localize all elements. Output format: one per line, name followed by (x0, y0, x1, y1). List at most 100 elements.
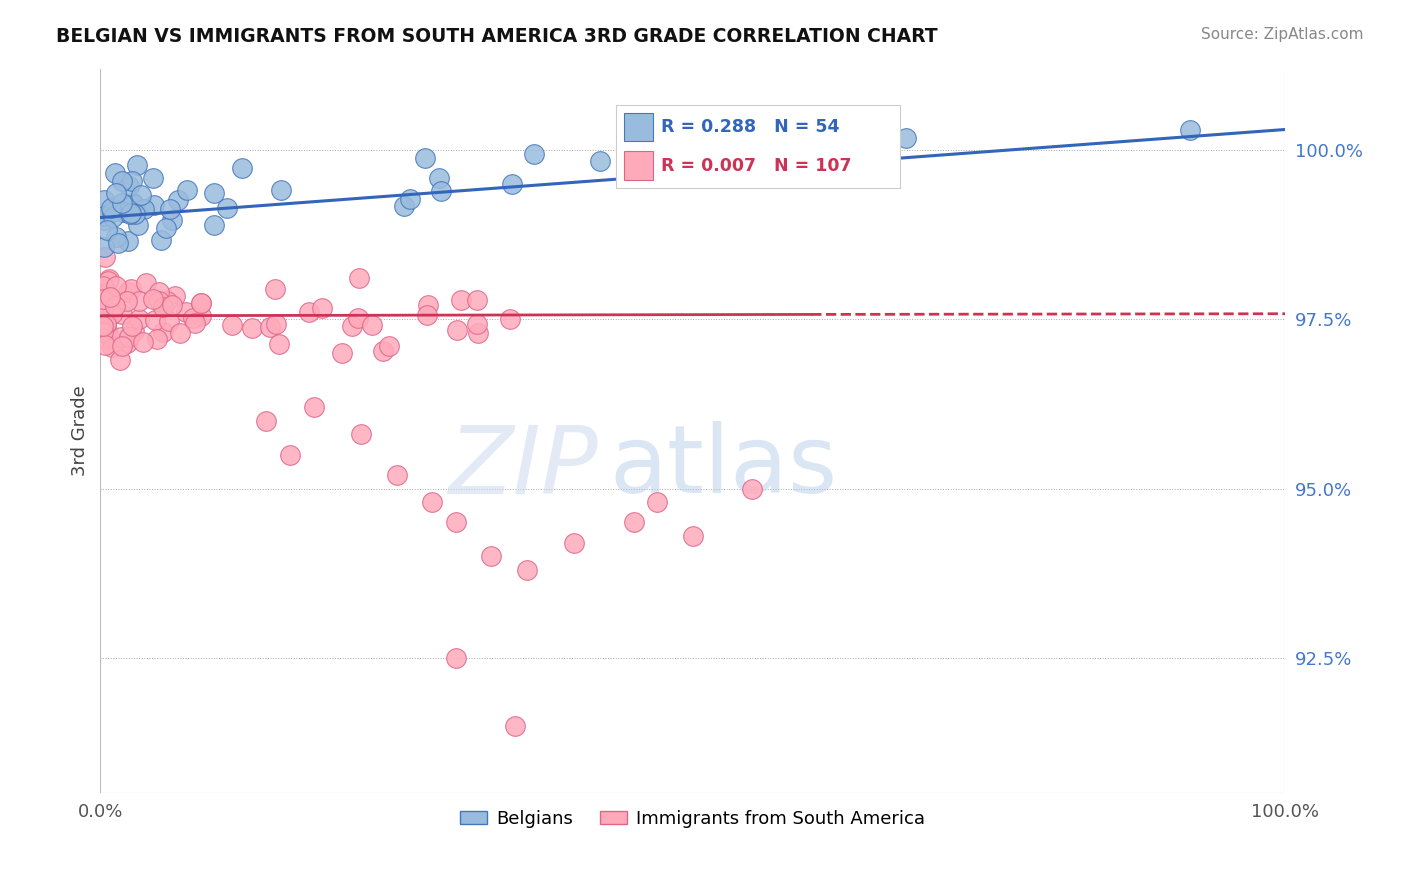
Point (420, 495, 443, 509)
Point (104, 186, 127, 200)
Point (94, 338, 117, 352)
Point (93, 193, 115, 207)
Point (741, 482, 763, 496)
Text: atlas: atlas (610, 421, 838, 513)
Point (124, 207, 146, 221)
Point (385, 467, 408, 482)
Point (94, 318, 117, 332)
Point (221, 318, 243, 333)
Point (148, 285, 170, 300)
Point (105, 279, 128, 293)
Point (105, 229, 128, 244)
Point (91, 299, 114, 313)
Point (259, 319, 281, 334)
Point (96, 302, 118, 317)
Legend: Belgians, Immigrants from South America: Belgians, Immigrants from South America (453, 803, 932, 835)
Point (122, 325, 145, 339)
Point (122, 197, 145, 211)
Point (278, 448, 301, 462)
Point (160, 212, 183, 227)
Point (125, 158, 148, 172)
Point (98, 331, 121, 345)
Point (132, 202, 155, 217)
Point (146, 332, 169, 346)
Point (202, 186, 225, 200)
Point (112, 204, 135, 219)
Point (94, 318, 117, 332)
Point (430, 184, 453, 198)
Point (444, 516, 467, 530)
Point (111, 307, 134, 321)
Point (111, 339, 134, 353)
Point (645, 495, 668, 509)
Point (142, 171, 165, 186)
Point (159, 202, 181, 217)
Point (111, 173, 134, 187)
Point (108, 353, 131, 368)
Point (240, 320, 263, 334)
Point (118, 179, 141, 194)
Point (166, 193, 188, 207)
Point (416, 308, 439, 322)
Point (104, 299, 127, 313)
Point (100, 204, 122, 219)
Point (148, 293, 170, 308)
Point (120, 282, 142, 296)
Point (217, 202, 239, 216)
Point (96, 313, 118, 327)
Point (416, 298, 439, 312)
Point (263, 282, 285, 296)
Point (589, 153, 612, 168)
Point (378, 339, 401, 353)
Point (93, 240, 115, 254)
Point (741, 145, 763, 159)
Point (91, 319, 114, 334)
Point (93, 213, 115, 227)
Point (467, 318, 489, 332)
Point (1180, 123, 1202, 137)
Point (100, 341, 122, 355)
Point (94, 250, 117, 264)
Point (101, 307, 124, 321)
Point (467, 326, 489, 340)
Point (100, 201, 122, 215)
Point (361, 318, 384, 332)
Point (132, 335, 155, 350)
Point (91, 292, 114, 306)
Point (143, 313, 166, 327)
Point (398, 192, 420, 206)
Point (93, 210, 115, 224)
Point (501, 177, 523, 191)
Point (160, 298, 183, 312)
Point (91, 279, 114, 293)
Point (104, 166, 127, 180)
Point (98, 290, 121, 304)
Point (91, 315, 114, 329)
Point (330, 346, 353, 360)
Point (264, 317, 287, 331)
Point (98, 272, 121, 286)
Point (444, 651, 467, 665)
Point (503, 718, 526, 732)
Point (190, 296, 212, 310)
Point (107, 236, 129, 251)
Point (96, 323, 118, 337)
Point (190, 296, 212, 310)
Point (134, 276, 156, 290)
Point (121, 174, 143, 188)
Point (562, 535, 585, 549)
Point (427, 170, 450, 185)
Point (128, 312, 150, 326)
Point (269, 336, 291, 351)
Point (127, 218, 149, 232)
Point (184, 316, 207, 330)
Point (523, 147, 546, 161)
Point (349, 271, 371, 285)
Point (96, 286, 118, 301)
Point (270, 183, 292, 197)
Point (117, 285, 139, 300)
Point (121, 318, 143, 333)
Text: Source: ZipAtlas.com: Source: ZipAtlas.com (1201, 27, 1364, 42)
Point (163, 289, 186, 303)
Point (111, 195, 134, 210)
